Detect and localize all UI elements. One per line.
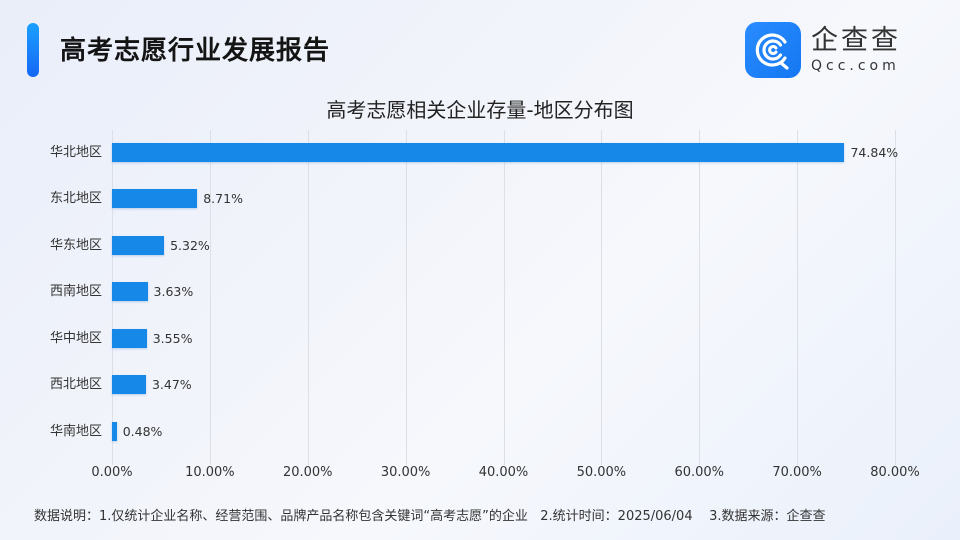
bar-value-label: 5.32% [170, 237, 210, 253]
title-accent-bar [27, 23, 39, 77]
bar-value-label: 3.63% [153, 284, 194, 299]
bar-row: 3.63% [112, 282, 895, 301]
x-tick-label: 30.00% [380, 465, 431, 480]
bar-row: 0.48% [112, 421, 895, 441]
gridline [601, 130, 602, 465]
category-label: 华东地区 [49, 237, 102, 253]
bar-row: 8.71% [112, 189, 895, 208]
bar-row: 3.47% [112, 375, 895, 394]
x-tick-label: 20.00% [282, 465, 333, 480]
category-label: 华南地区 [49, 423, 102, 439]
qcc-logo-icon [745, 22, 801, 78]
category-label: 西南地区 [49, 284, 102, 299]
bar-value-label: 3.55% [152, 330, 193, 346]
bar[interactable] [112, 421, 117, 441]
bar-row: 5.32% [112, 235, 895, 255]
category-label: 东北地区 [49, 191, 102, 206]
logo-name: 企查查 [811, 25, 901, 56]
bar[interactable] [112, 235, 165, 255]
plot-area: 74.84% 8.71% 5.32% 3.63% 3.55% 3.47% 0.48% [112, 130, 899, 465]
category-label: 西北地区 [49, 377, 102, 392]
report-title: 高考志愿行业发展报告 [60, 36, 331, 66]
bar[interactable] [112, 375, 146, 394]
bar-value-label: 74.84% [850, 144, 899, 160]
bar[interactable] [112, 142, 845, 162]
qcc-logo: 企查查 Qcc.com [745, 22, 901, 78]
x-tick-label: 40.00% [478, 465, 529, 480]
bar-value-label: 8.71% [203, 191, 243, 206]
bar-value-label: 0.48% [122, 423, 163, 439]
category-label: 华北地区 [49, 144, 102, 160]
logo-domain: Qcc.com [811, 58, 900, 74]
gridline [797, 130, 798, 465]
bar[interactable] [112, 328, 147, 348]
chart-title: 高考志愿相关企业存量-地区分布图 [326, 98, 634, 122]
gridline [308, 130, 309, 465]
category-label: 华中地区 [49, 330, 102, 346]
gridline [895, 130, 896, 465]
x-tick-label: 50.00% [576, 465, 627, 480]
x-tick-label: 0.00% [91, 465, 133, 480]
gridline [406, 130, 407, 465]
x-tick-label: 80.00% [870, 465, 920, 480]
bar-value-label: 3.47% [151, 377, 192, 392]
x-tick-label: 60.00% [674, 465, 725, 480]
bar-row: 3.55% [112, 328, 895, 348]
bar[interactable] [112, 282, 148, 301]
bar-row: 74.84% [112, 142, 899, 162]
gridline [699, 130, 700, 465]
footnote: 数据说明：1.仅统计企业名称、经营范围、品牌产品名称包含关键词“高考志愿”的企业… [34, 509, 826, 524]
x-tick-label: 10.00% [185, 465, 235, 480]
gridline [504, 130, 505, 465]
x-tick-label: 70.00% [772, 465, 822, 480]
bar[interactable] [112, 189, 198, 208]
gridline [210, 130, 211, 465]
